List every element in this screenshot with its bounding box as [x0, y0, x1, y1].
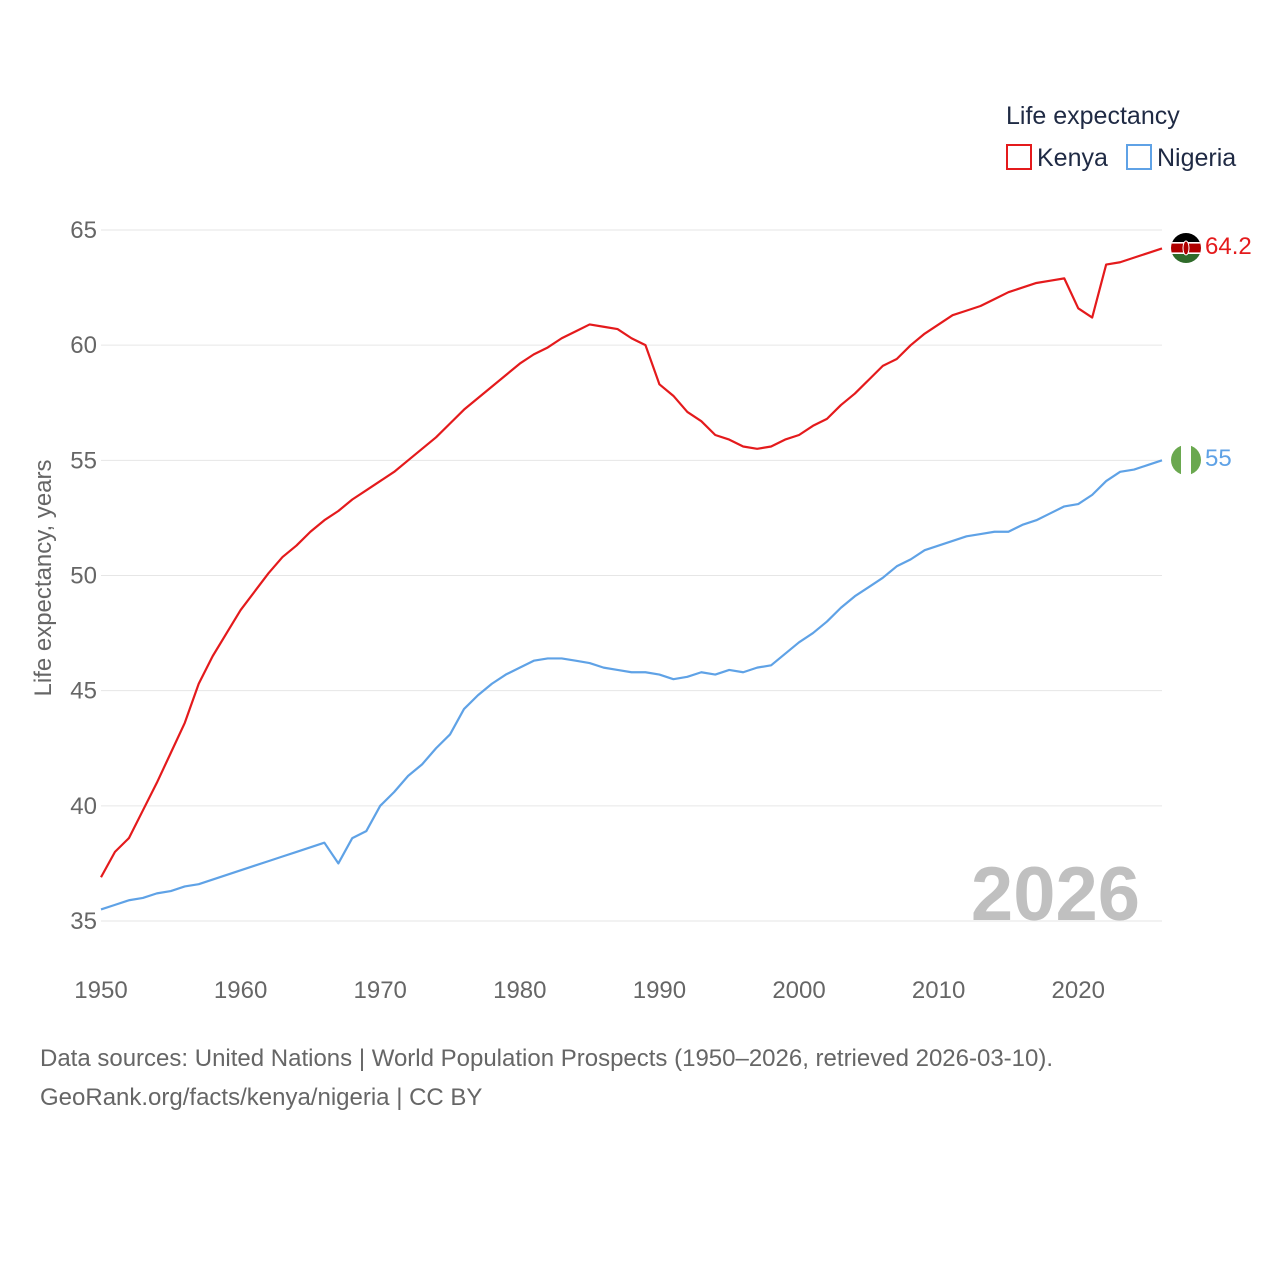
x-tick-label: 1960 — [214, 977, 267, 1004]
attribution-link[interactable]: GeoRank.org/facts/kenya/nigeria | CC BY — [40, 1083, 483, 1111]
legend-swatch-nigeria — [1126, 144, 1152, 170]
x-tick-label: 2000 — [772, 977, 825, 1004]
series-lines — [100, 247, 1163, 911]
x-tick-label: 2020 — [1052, 977, 1105, 1004]
y-tick-label: 35 — [70, 908, 97, 935]
y-axis-title: Life expectancy, years — [30, 459, 57, 696]
series-line-kenya[interactable] — [100, 247, 1163, 878]
legend-label-nigeria: Nigeria — [1157, 144, 1236, 172]
legend-swatch-kenya — [1006, 144, 1032, 170]
legend: Life expectancy Kenya Nigeria — [1006, 102, 1236, 172]
y-tick-label: 50 — [70, 563, 97, 590]
data-sources-text: Data sources: United Nations | World Pop… — [40, 1045, 1054, 1072]
y-tick-label: 45 — [70, 678, 97, 705]
x-tick-label: 1970 — [354, 977, 407, 1004]
y-tick-label: 60 — [70, 332, 97, 359]
legend-label-kenya: Kenya — [1037, 144, 1108, 172]
footer: Data sources: United Nations | World Pop… — [40, 1045, 1053, 1113]
y-axis-ticks: 35 40 45 50 55 60 65 — [70, 217, 97, 935]
x-tick-label: 2010 — [912, 977, 965, 1004]
series-line-nigeria[interactable] — [100, 459, 1163, 911]
x-axis-ticks: 1950 1960 1970 1980 1990 2000 2010 2020 — [74, 977, 1105, 1004]
kenya-flag-icon — [1171, 233, 1201, 263]
legend-item-nigeria[interactable]: Nigeria — [1126, 144, 1236, 172]
legend-title: Life expectancy — [1006, 102, 1180, 130]
nigeria-end-label: 55 — [1205, 445, 1232, 472]
x-tick-label: 1950 — [74, 977, 127, 1004]
gridlines — [101, 229, 1162, 922]
y-tick-label: 40 — [70, 793, 97, 820]
kenya-end-label: 64.2 — [1205, 233, 1252, 260]
legend-item-kenya[interactable]: Kenya — [1006, 144, 1108, 172]
y-tick-label: 65 — [70, 217, 97, 244]
nigeria-flag-icon — [1171, 445, 1201, 475]
y-tick-label: 55 — [70, 447, 97, 474]
year-watermark: 2026 — [971, 852, 1140, 937]
x-tick-label: 1980 — [493, 977, 546, 1004]
x-tick-label: 1990 — [633, 977, 686, 1004]
